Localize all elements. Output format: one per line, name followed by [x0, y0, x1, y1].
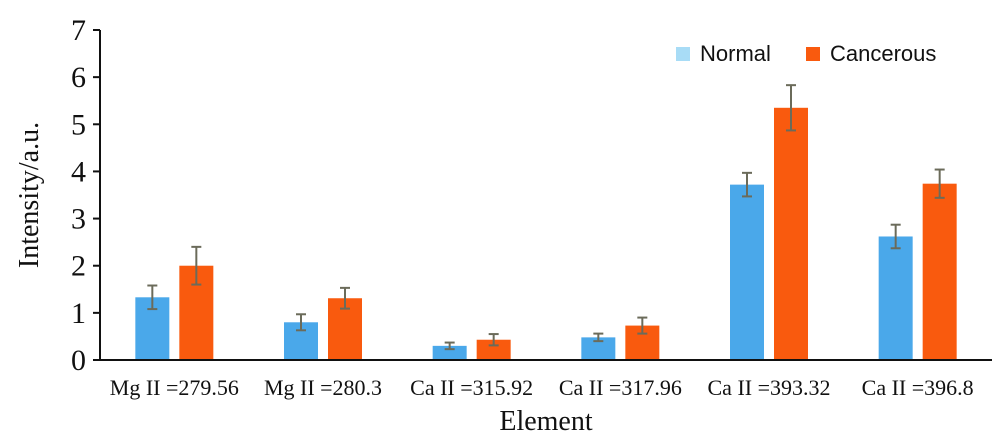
legend-label-cancerous: Cancerous [830, 41, 936, 66]
bar-normal-4 [581, 337, 616, 360]
legend-label-normal: Normal [700, 41, 771, 66]
error-bars-layer [147, 84, 945, 351]
error-bar-cancerous-3 [488, 333, 499, 347]
x-axis-category-labels: Mg II =279.56 Mg II =280.3 Ca II =315.92 Ca… [110, 375, 974, 400]
x-category-label: Ca II =317.96 [559, 375, 682, 400]
y-axis-title: Intensity/a.u. [14, 122, 45, 268]
x-category-label: Mg II =279.56 [110, 375, 239, 400]
error-bar-cancerous-6 [934, 168, 945, 199]
error-bar-cancerous-4 [637, 316, 648, 335]
bar-normal-5 [730, 184, 764, 360]
x-category-label: Ca II =315.92 [410, 375, 533, 400]
y-tick-label: 5 [71, 108, 86, 141]
y-tick-label: 4 [71, 155, 86, 188]
error-bar-normal-2 [296, 313, 306, 332]
error-bar-normal-3 [444, 341, 455, 351]
bars-layer [135, 107, 957, 361]
bar-cancerous-5 [774, 107, 808, 361]
bar-normal-3 [432, 345, 467, 360]
x-axis-title: Element [499, 406, 593, 437]
y-tick-label: 0 [71, 344, 86, 377]
bar-normal-6 [878, 236, 913, 360]
x-category-label: Mg II =280.3 [264, 375, 382, 400]
error-bar-normal-6 [890, 223, 901, 250]
y-tick-label: 2 [71, 250, 86, 283]
x-category-label: Ca II =393.32 [708, 375, 831, 400]
legend: Normal Cancerous [676, 41, 936, 66]
y-axis-ticks: 0 1 2 3 4 5 6 7 [71, 14, 100, 377]
y-tick-label: 7 [71, 14, 86, 47]
bar-cancerous-3 [476, 339, 511, 360]
error-bar-cancerous-5 [786, 84, 796, 132]
legend-swatch-normal [676, 47, 690, 61]
y-tick-label: 6 [71, 61, 86, 94]
error-bar-cancerous-2 [340, 286, 350, 310]
error-bar-normal-5 [742, 171, 752, 198]
error-bar-normal-1 [147, 284, 158, 311]
bar-cancerous-6 [922, 183, 957, 360]
y-tick-label: 1 [71, 297, 86, 330]
x-category-label: Ca II =396.8 [862, 375, 974, 400]
legend-swatch-cancerous [806, 47, 820, 61]
error-bar-cancerous-1 [191, 245, 202, 286]
y-tick-label: 3 [71, 203, 86, 236]
error-bar-normal-4 [593, 332, 604, 343]
